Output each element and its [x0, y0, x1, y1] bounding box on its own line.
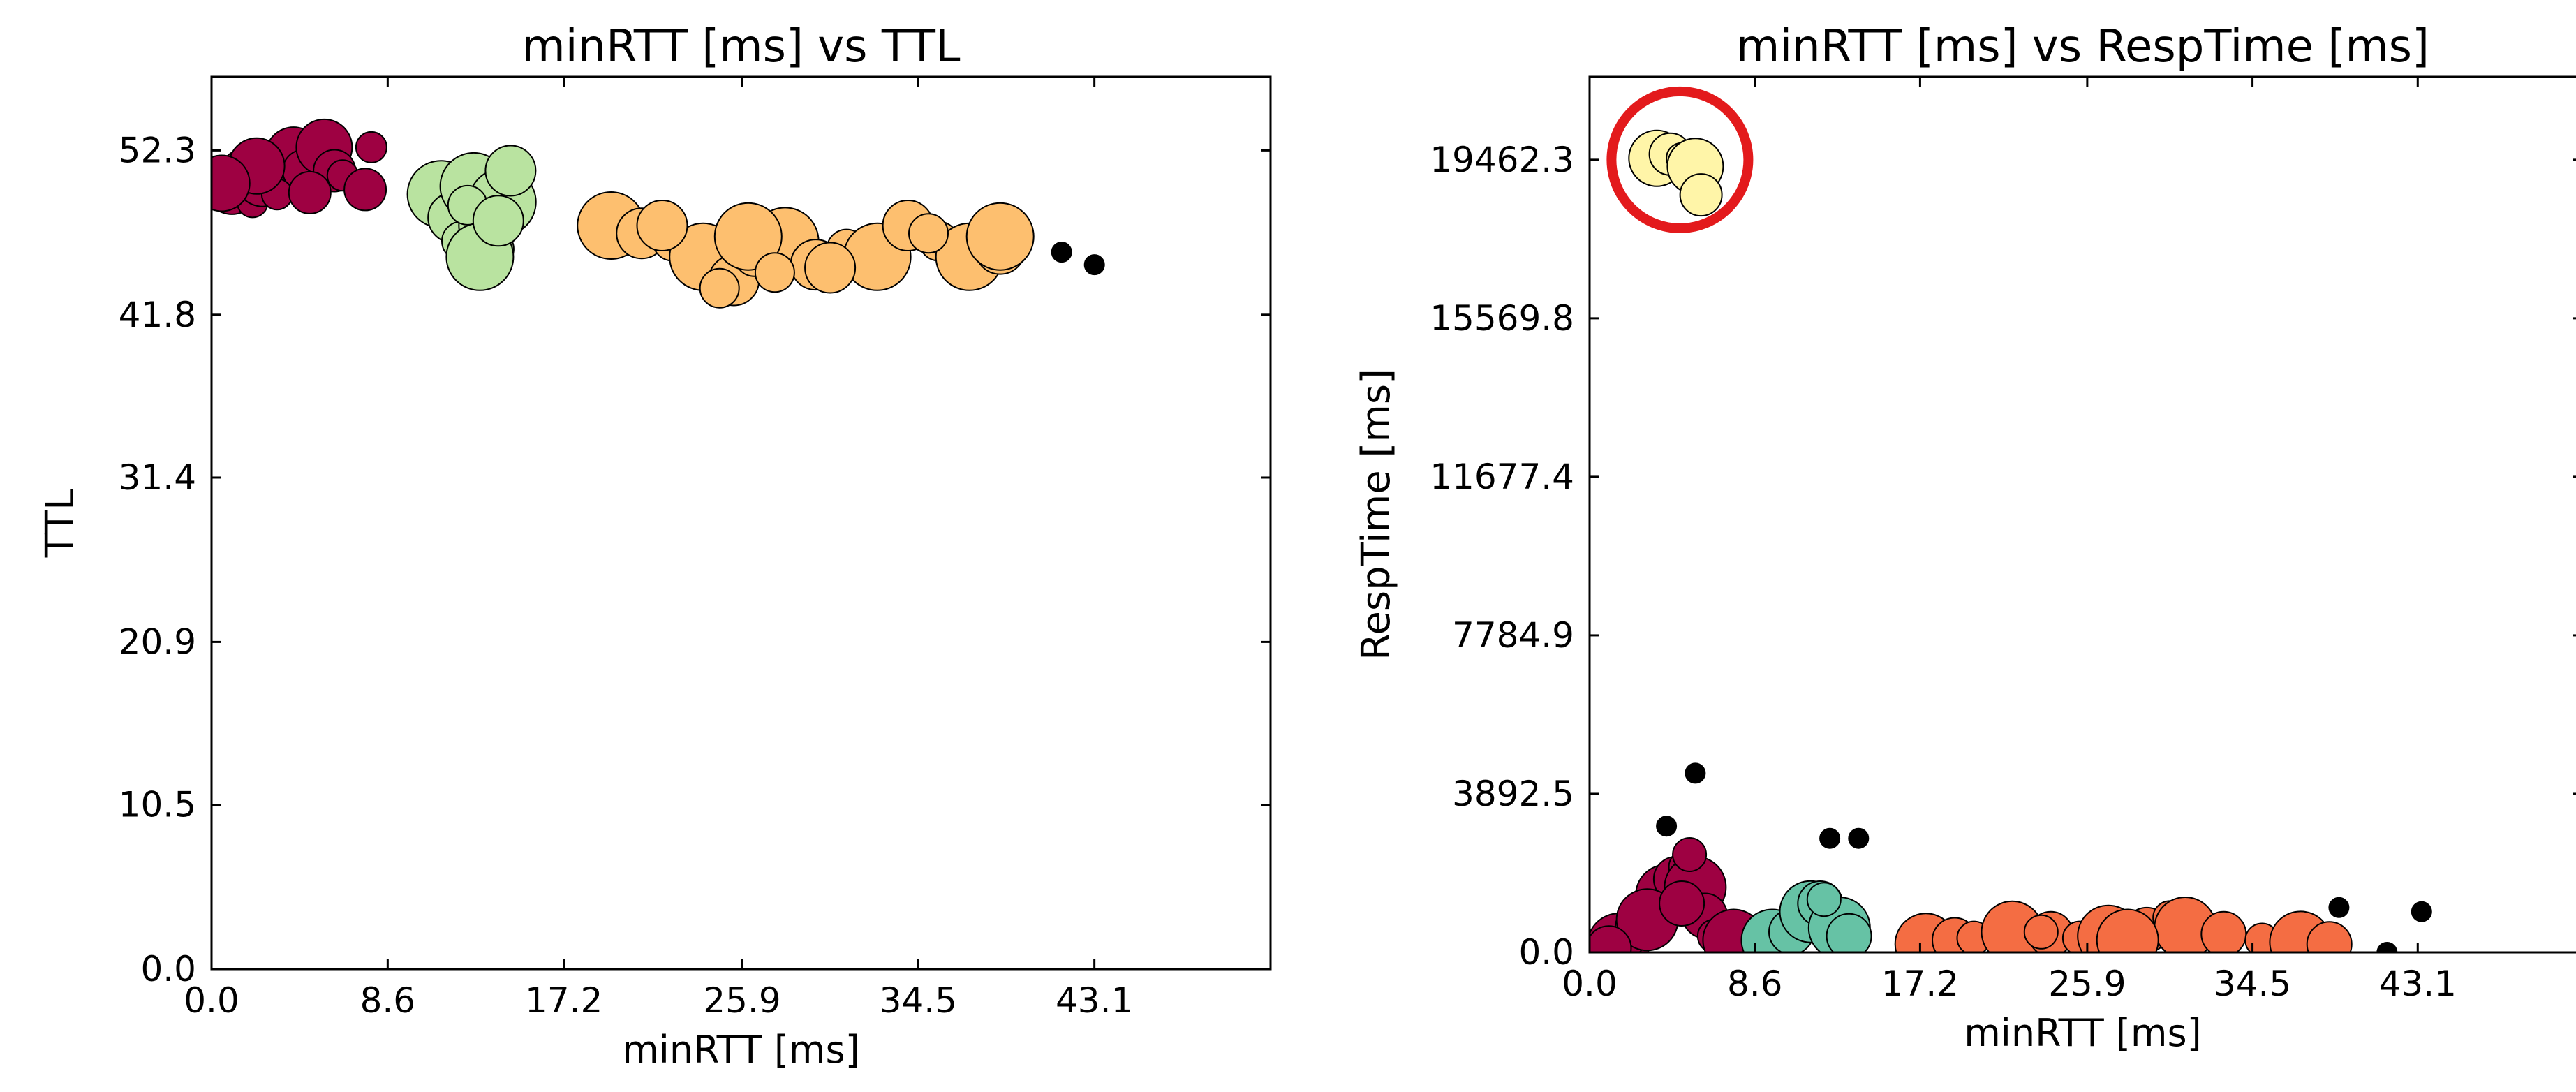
data-point — [343, 168, 387, 212]
data-point — [804, 242, 857, 294]
data-point — [288, 170, 332, 214]
y-tick-label: 19462.3 — [1430, 140, 1574, 180]
y-tick-label: 15569.8 — [1430, 298, 1574, 339]
data-point — [754, 252, 795, 293]
data-point — [1083, 254, 1105, 276]
y-tick-label: 0.0 — [1518, 932, 1574, 973]
chart-title: minRTT [ms] vs TTL — [521, 21, 961, 73]
y-axis-label: TTL — [38, 489, 83, 559]
data-point — [1819, 827, 1841, 849]
data-point — [699, 267, 740, 309]
y-tick-label: 11677.4 — [1430, 457, 1574, 497]
points-layer — [1590, 129, 2432, 952]
y-tick-label: 3892.5 — [1452, 774, 1574, 814]
data-point — [472, 195, 524, 247]
x-tick-label: 43.1 — [2379, 964, 2457, 1004]
data-point — [484, 145, 537, 197]
x-tick-label: 17.2 — [525, 980, 602, 1021]
data-point — [713, 202, 783, 271]
x-tick-label: 25.9 — [703, 980, 780, 1021]
y-tick-label: 41.8 — [119, 295, 196, 335]
x-tick-label: 25.9 — [2048, 964, 2126, 1004]
data-point — [1051, 242, 1072, 263]
data-point — [355, 131, 387, 163]
data-point — [1826, 913, 1872, 952]
y-tick-label: 52.3 — [119, 130, 196, 170]
data-point — [636, 200, 688, 251]
x-tick-label: 8.6 — [1727, 964, 1783, 1004]
plot-frame — [1588, 75, 2576, 954]
x-tick-label: 34.5 — [2214, 964, 2291, 1004]
data-point — [2096, 908, 2159, 952]
data-point — [1679, 173, 1723, 217]
data-point — [1656, 816, 1678, 837]
data-point — [1659, 880, 1705, 927]
data-point — [1848, 827, 1870, 849]
data-point — [965, 202, 1035, 271]
right-scatter-panel: 0.0 8.6 17.2 25.9 34.5 43.1 0.0 3892.5 7784.9 116… — [1354, 21, 2576, 1055]
data-point — [2328, 897, 2350, 918]
data-point — [1590, 925, 1632, 952]
y-tick-label: 31.4 — [119, 457, 196, 498]
data-point — [2376, 942, 2398, 952]
points-layer — [212, 118, 1105, 309]
highlight-circle — [1606, 86, 1754, 233]
y-axis-label: RespTime [ms] — [1354, 369, 1399, 661]
y-tick-label: 10.5 — [119, 785, 196, 825]
data-point — [1685, 762, 1706, 784]
data-point — [212, 154, 251, 212]
data-point — [2200, 910, 2247, 952]
x-axis-label: minRTT [ms] — [1964, 1011, 2201, 1055]
x-tick-label: 8.6 — [360, 980, 416, 1021]
x-tick-label: 43.1 — [1056, 980, 1133, 1021]
y-tick-label: 0.0 — [140, 949, 196, 989]
data-point — [1806, 882, 1842, 917]
x-tick-label: 34.5 — [880, 980, 957, 1021]
data-point — [1672, 837, 1708, 872]
x-axis-label: minRTT [ms] — [622, 1028, 859, 1072]
data-point — [908, 213, 949, 254]
x-tick-label: 17.2 — [1881, 964, 1959, 1004]
y-tick-label: 20.9 — [119, 621, 196, 662]
x-tick-label: 0.0 — [184, 980, 239, 1021]
y-tick-label: 7784.9 — [1452, 615, 1574, 656]
chart-title: minRTT [ms] vs RespTime [ms] — [1736, 21, 2429, 73]
data-point — [2023, 914, 2059, 950]
left-scatter-panel: 0.0 8.6 17.2 25.9 34.5 43.1 0.0 10.5 20.9 31.4 41.… — [38, 21, 1272, 1072]
data-point — [2306, 921, 2353, 952]
x-tick-label: 0.0 — [1562, 964, 1618, 1004]
data-point — [2411, 901, 2432, 922]
